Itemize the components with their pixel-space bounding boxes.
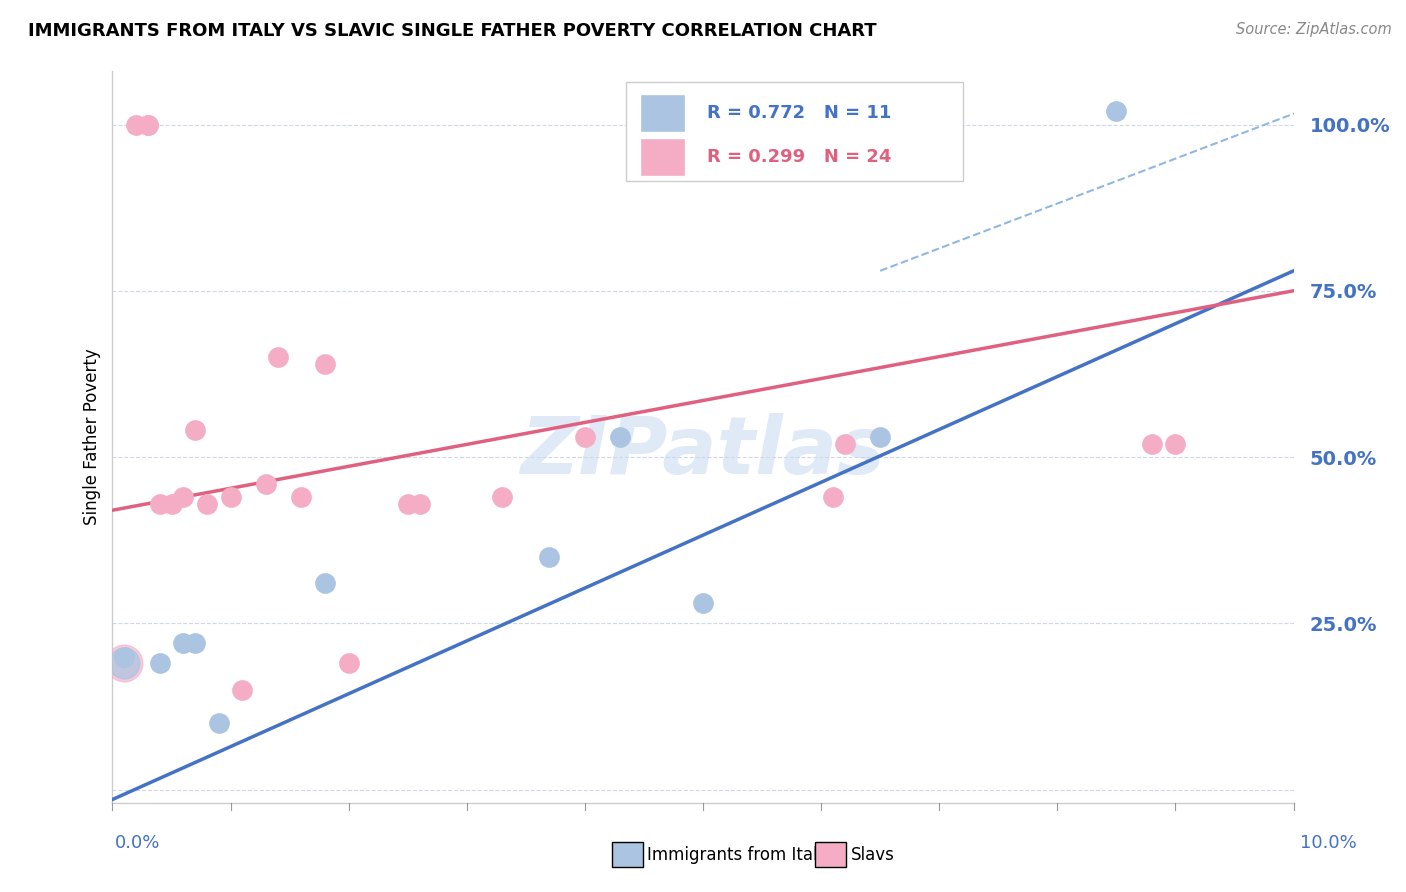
Text: R = 0.299   N = 24: R = 0.299 N = 24 — [707, 148, 891, 166]
Point — [149, 497, 172, 511]
Point — [1105, 104, 1128, 119]
Point — [408, 497, 430, 511]
Point — [184, 424, 207, 438]
Point — [172, 490, 194, 504]
Text: R = 0.772   N = 11: R = 0.772 N = 11 — [707, 104, 891, 122]
Point — [692, 596, 714, 610]
Point — [574, 430, 596, 444]
Point — [314, 576, 336, 591]
FancyBboxPatch shape — [640, 138, 685, 176]
Text: 0.0%: 0.0% — [115, 834, 160, 852]
Point — [396, 497, 419, 511]
Point — [491, 490, 513, 504]
Point — [125, 118, 148, 132]
Point — [869, 430, 891, 444]
Point — [136, 118, 159, 132]
Point — [290, 490, 312, 504]
Point — [172, 636, 194, 650]
Text: ZIPatlas: ZIPatlas — [520, 413, 886, 491]
Point — [112, 656, 135, 670]
Point — [834, 436, 856, 450]
Point — [208, 716, 231, 731]
Text: Source: ZipAtlas.com: Source: ZipAtlas.com — [1236, 22, 1392, 37]
Text: Slavs: Slavs — [851, 846, 894, 863]
Point — [112, 649, 135, 664]
Point — [314, 357, 336, 371]
Point — [254, 476, 277, 491]
Point — [112, 656, 135, 670]
Point — [160, 497, 183, 511]
Point — [231, 682, 253, 697]
Text: IMMIGRANTS FROM ITALY VS SLAVIC SINGLE FATHER POVERTY CORRELATION CHART: IMMIGRANTS FROM ITALY VS SLAVIC SINGLE F… — [28, 22, 877, 40]
Point — [112, 649, 135, 664]
Point — [219, 490, 242, 504]
Point — [267, 351, 290, 365]
Text: 10.0%: 10.0% — [1301, 834, 1357, 852]
Text: Immigrants from Italy: Immigrants from Italy — [647, 846, 827, 863]
FancyBboxPatch shape — [640, 94, 685, 132]
Point — [538, 549, 561, 564]
Point — [1140, 436, 1163, 450]
FancyBboxPatch shape — [626, 82, 963, 181]
Y-axis label: Single Father Poverty: Single Father Poverty — [83, 349, 101, 525]
Point — [184, 636, 207, 650]
Point — [821, 490, 844, 504]
Point — [136, 118, 159, 132]
Point — [149, 656, 172, 670]
Point — [195, 497, 218, 511]
Point — [609, 430, 631, 444]
Point — [1164, 436, 1187, 450]
Point — [337, 656, 360, 670]
